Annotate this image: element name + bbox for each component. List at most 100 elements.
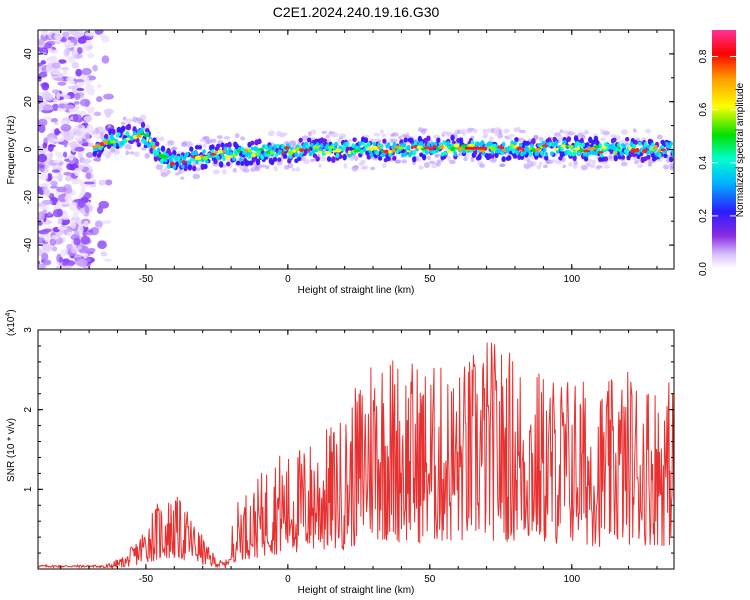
spectrogram-panel: -50 0 50 100 -40 -20 0 20 40 Height of straight… [6,29,675,296]
noise-cell [68,80,76,85]
ridge-core-cell [518,142,523,148]
noise-cell [62,31,70,38]
noise-cell [75,68,83,77]
ridge-body-cell [227,141,232,148]
ridge-core-cell [232,157,236,161]
noise-cell [86,52,95,59]
colorbar-tick-label: 0.0 [698,262,709,276]
ridge-core-cell [490,149,495,155]
ridge-peak-cell [617,146,621,150]
ridge-peak-cell [453,143,460,148]
ridge-core-cell [513,140,517,146]
ridge-halo-cell [179,169,185,173]
ridge-halo-cell [95,156,101,163]
noise-cell [105,179,113,186]
noise-cell [38,71,48,78]
ridge-peak-cell [244,148,249,152]
ridge-halo-cell [125,145,133,150]
ridge-core-cell [351,143,355,149]
ridge-halo-cell [427,155,431,161]
ridge-peak-cell [298,148,304,152]
noise-cell [41,82,50,91]
ridge-halo-cell [206,138,213,144]
ridge-body-cell [403,137,408,143]
noise-cell [63,104,75,109]
ridge-body-cell [633,139,638,146]
ridge-peak-cell [579,148,585,153]
ridge-body-cell [153,155,159,162]
ridge-core-cell [288,153,293,159]
ridge-core-cell [516,150,520,155]
ridge-core-cell [171,154,175,159]
ridge-peak-cell [597,151,604,154]
noise-cell [73,256,84,260]
ridge-halo-cell [526,158,531,164]
ridge-halo-cell [391,132,399,137]
ridge-peak-cell [635,147,640,153]
ridge-body-cell [126,123,132,131]
ridge-core-cell [156,147,161,153]
ridge-core-cell [612,146,617,151]
ridge-core-cell [146,143,151,148]
ridge-core-cell [541,140,546,145]
ridge-core-cell [616,143,621,148]
ridge-layer [91,114,674,180]
ridge-body-cell [248,160,254,166]
ridge-body-cell [203,163,208,170]
ridge-core-cell [412,150,417,156]
noise-cell [65,260,76,266]
ridge-core-cell [254,146,259,152]
ridge-halo-cell [634,160,640,165]
ridge-peak-cell [266,150,271,154]
noise-cell [38,203,46,207]
noise-cell [51,103,60,111]
ridge-peak-cell [372,146,379,151]
ridge-halo-cell [349,156,355,162]
ridge-core-cell [361,141,365,146]
noise-cell [69,128,75,137]
ridge-body-cell [322,138,327,143]
ridge-body-cell [210,144,215,151]
ridge-halo-cell [174,172,180,176]
noise-cell [89,227,100,236]
noise-cell [38,124,46,133]
ridge-core-cell [432,150,436,155]
ridge-core-cell [604,142,608,147]
ridge-peak-cell [181,160,186,163]
ridge-body-cell [255,158,261,166]
noise-cell [87,142,94,148]
ridge-core-cell [117,132,121,137]
ridge-core-cell [440,152,445,157]
noise-cell [94,134,102,139]
colorbar-tick-label: 0.6 [698,102,709,116]
ridge-peak-cell [427,147,434,151]
ridge-halo-cell [362,165,369,170]
ridge-core-cell [163,158,168,163]
ridge-core-cell [476,141,480,147]
noise-cell [57,59,67,64]
ridge-core-cell [442,140,446,145]
ridge-halo-cell [307,131,312,137]
noise-cell [74,136,83,142]
noise-cell [72,113,79,123]
ridge-peak-cell [641,148,648,154]
ridge-peak-cell [521,148,525,152]
noise-cell [60,120,68,126]
ridge-halo-cell [518,129,526,134]
ridge-core-cell [240,146,245,152]
ridge-body-cell [544,155,549,161]
ridge-core-cell [294,152,299,158]
ridge-core-cell [650,142,655,147]
ridge-core-cell [402,142,407,148]
ridge-body-cell [624,136,630,142]
ridge-peak-cell [516,146,523,151]
ridge-body-cell [213,158,218,165]
colorbar-tick-label: 0.8 [698,49,709,63]
ridge-core-cell [112,142,117,148]
ridge-core-cell [311,149,316,155]
noise-cell [73,237,81,246]
ridge-halo-cell [132,116,138,123]
ridge-halo-cell [591,159,596,166]
ridge-core-cell [222,155,226,162]
ridge-body-cell [514,137,519,143]
